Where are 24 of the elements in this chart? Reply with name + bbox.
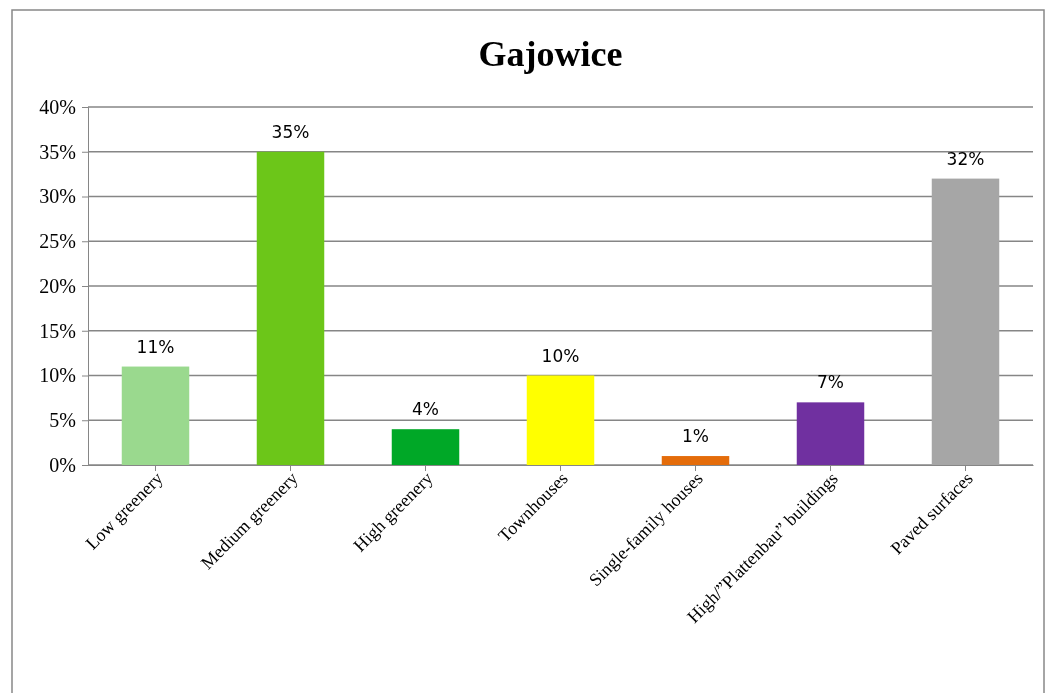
y-tick-label: 30%: [39, 185, 76, 208]
bar: [796, 402, 865, 465]
bar: [526, 375, 595, 465]
y-tick-label: 40%: [39, 95, 76, 118]
bar: [256, 151, 325, 465]
bar: [661, 456, 730, 465]
data-label: 11%: [136, 336, 175, 357]
data-label: 1%: [682, 426, 709, 447]
data-label: 7%: [817, 372, 844, 393]
y-tick-label: 0%: [49, 453, 76, 476]
data-label: 32%: [946, 148, 985, 169]
y-tick-label: 25%: [39, 230, 76, 253]
chart-title: Gajowice: [478, 34, 623, 74]
data-label: 35%: [271, 121, 310, 142]
y-tick-label: 5%: [49, 409, 76, 432]
bar: [931, 178, 1000, 465]
data-label: 4%: [412, 399, 439, 420]
data-label: 10%: [541, 345, 580, 366]
y-tick-label: 10%: [39, 364, 76, 387]
y-tick-label: 35%: [39, 140, 76, 163]
bar: [121, 366, 190, 465]
y-tick-label: 15%: [39, 319, 76, 342]
bar: [391, 429, 460, 465]
y-tick-label: 20%: [39, 274, 76, 297]
